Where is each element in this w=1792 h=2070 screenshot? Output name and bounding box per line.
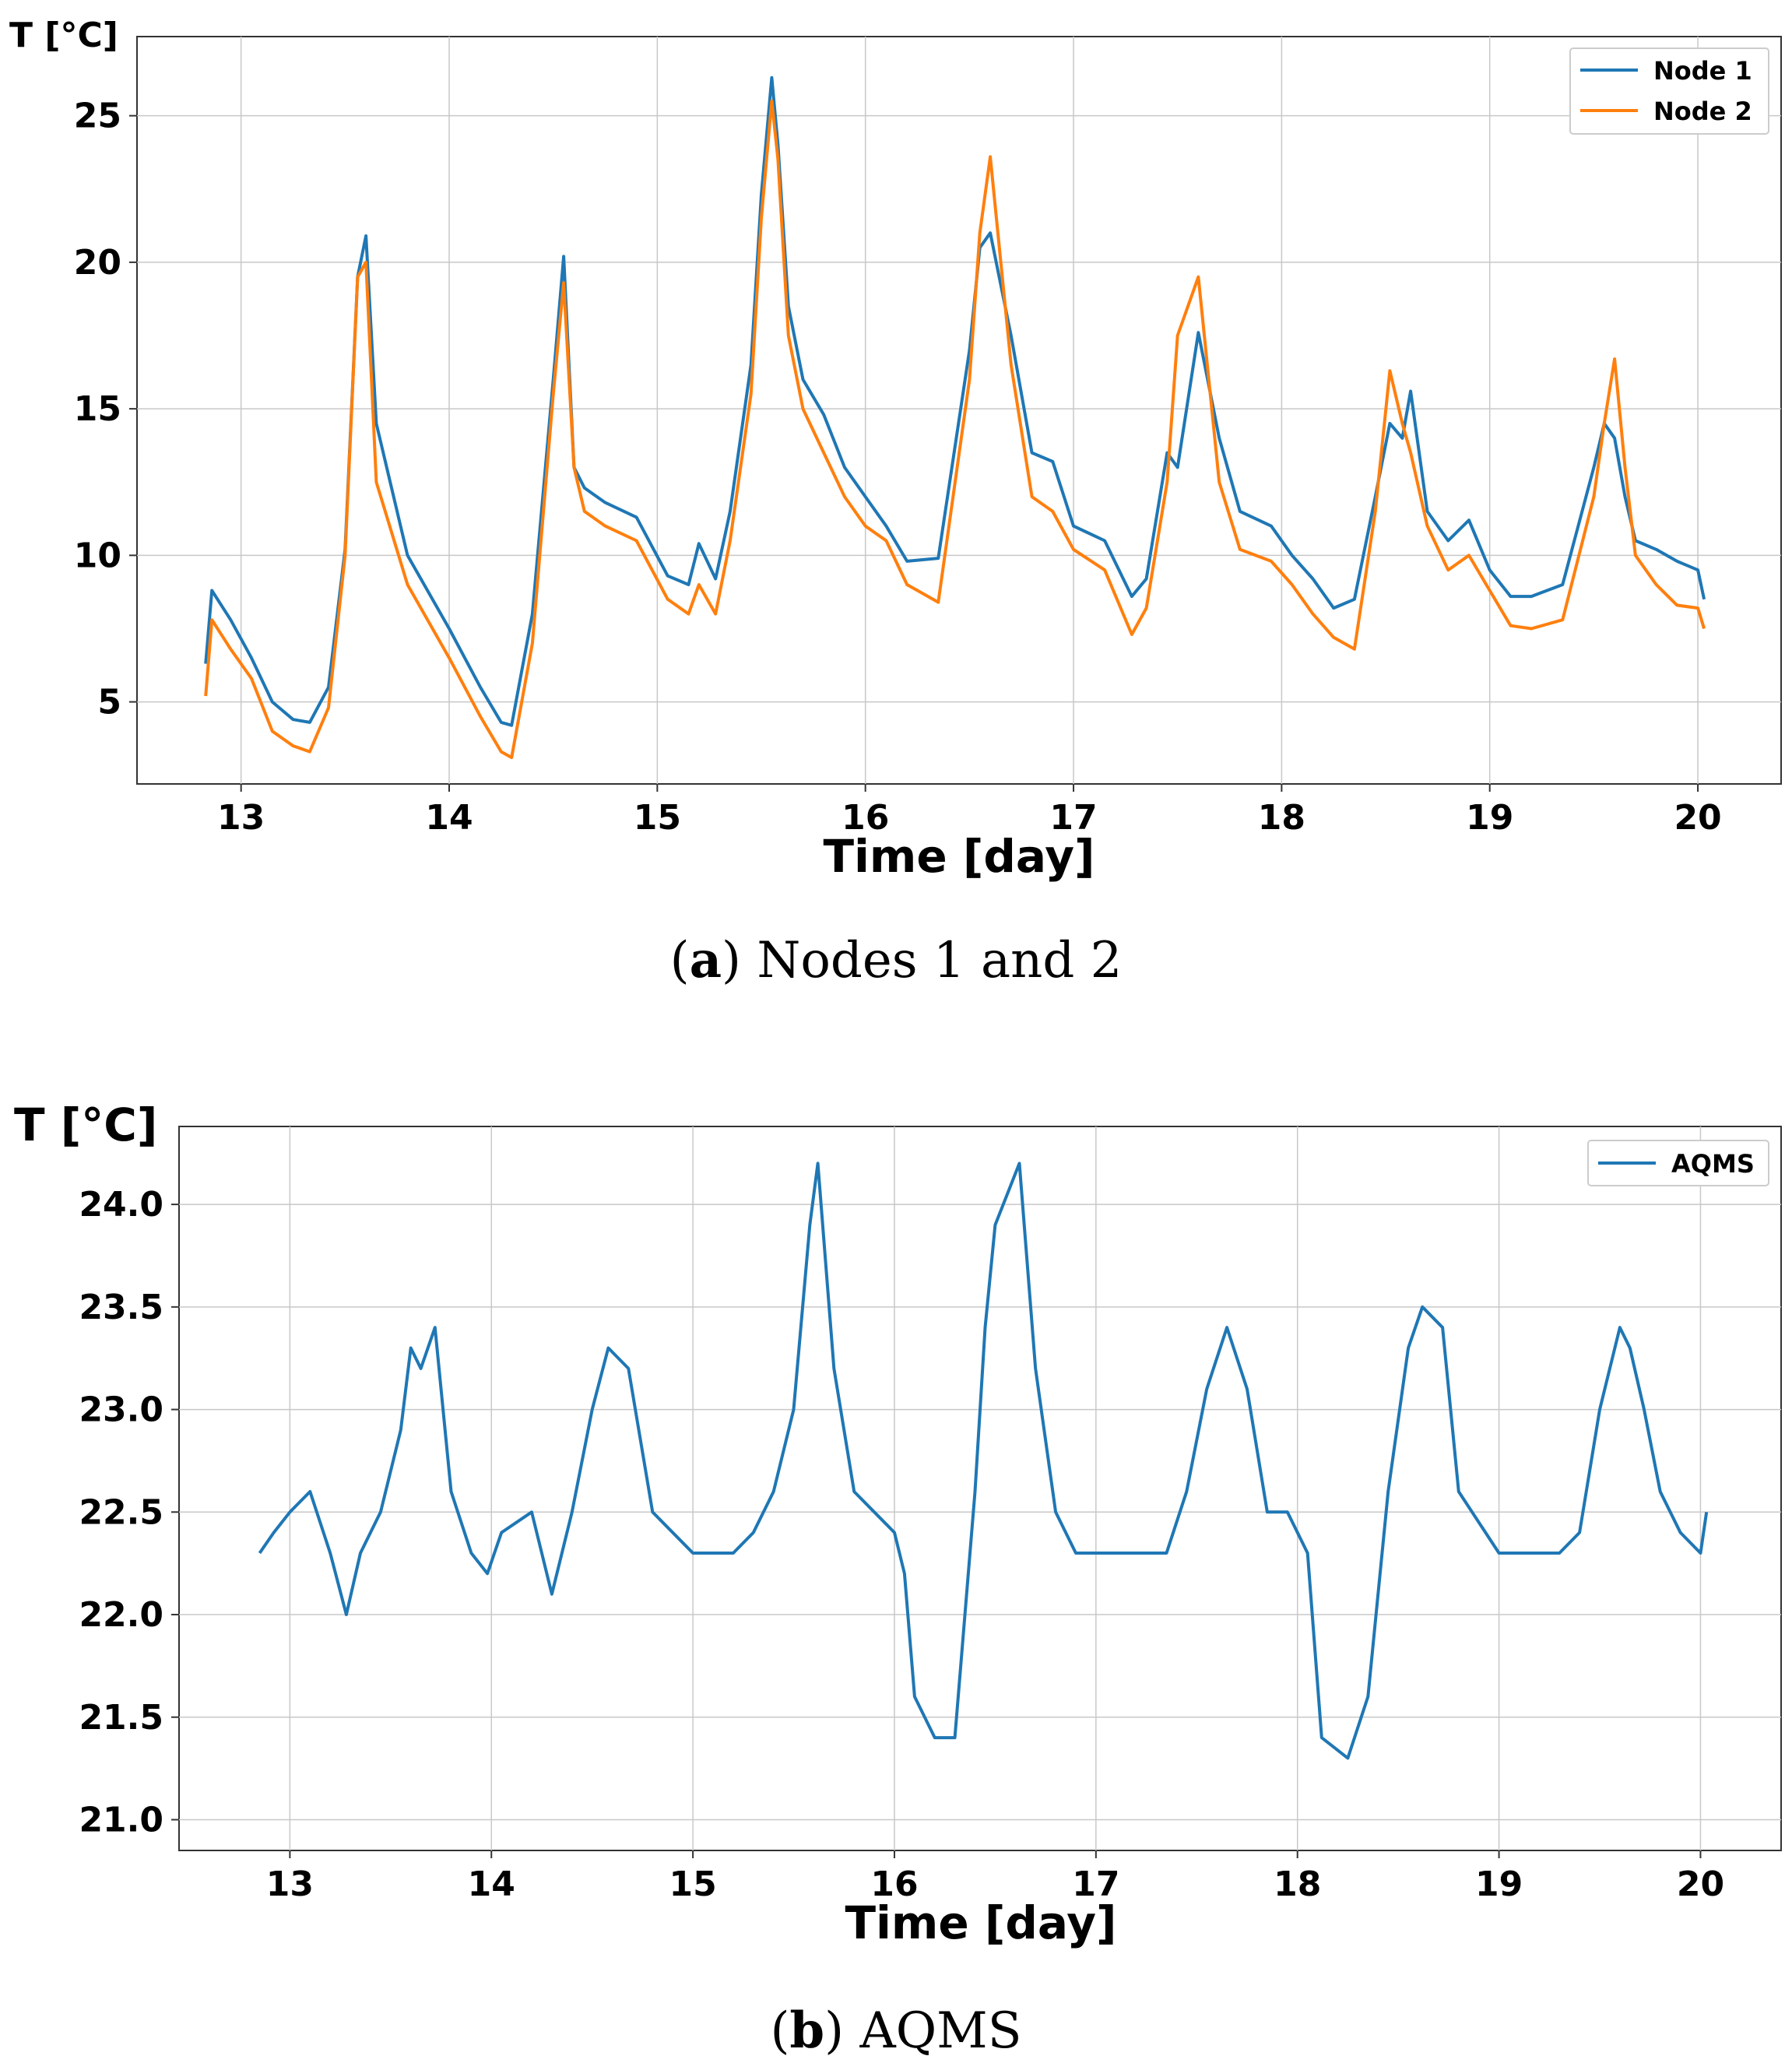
xtick-label-b-14: 14 — [468, 1864, 515, 1904]
xtick-label-a-20: 20 — [1674, 798, 1721, 838]
legend-node2-label: Node 2 — [1653, 97, 1752, 126]
ytick-label-b-0: 21.0 — [79, 1800, 163, 1840]
ytick-label-b-1: 21.5 — [79, 1698, 163, 1738]
xtick-label-a-14: 14 — [425, 798, 473, 838]
grid-a — [137, 37, 1781, 784]
legend-a: Node 1 Node 2 — [1569, 47, 1769, 135]
lines-b — [258, 1162, 1709, 1760]
xtick-label-a-16: 16 — [842, 798, 889, 838]
series-line-node-2 — [204, 99, 1706, 760]
ylabel-b: T [°C] — [14, 1098, 157, 1151]
caption-a-text: Nodes 1 and 2 — [757, 932, 1122, 989]
xtick-label-b-19: 19 — [1475, 1864, 1523, 1904]
ytick-label-a-4: 25 — [74, 97, 121, 136]
ytick-label-b-4: 23.0 — [79, 1390, 163, 1430]
xtick-label-b-16: 16 — [870, 1864, 918, 1904]
ytick-label-b-3: 22.5 — [79, 1492, 163, 1532]
xtick-label-a-15: 15 — [634, 798, 681, 838]
caption-b: (b) AQMS — [770, 2001, 1021, 2060]
legend-b: AQMS — [1587, 1140, 1769, 1186]
xticks-a: 13 14 15 16 17 18 19 20 — [217, 784, 1722, 838]
xtick-label-a-18: 18 — [1258, 798, 1305, 838]
xtick-label-a-13: 13 — [217, 798, 265, 838]
xtick-label-b-15: 15 — [669, 1864, 716, 1904]
legend-b-box — [1587, 1140, 1769, 1186]
lines-a — [204, 76, 1706, 760]
caption-b-label: b — [789, 2001, 824, 2060]
xlabel-b: Time [day] — [845, 1896, 1116, 1949]
panel-a: 13 14 15 16 17 18 19 20 5 10 15 20 25 T [°C] Time [… — [9, 16, 1782, 989]
ytick-label-a-3: 20 — [74, 243, 121, 283]
ylabel-a: T [°C] — [9, 16, 118, 55]
caption-b-text: AQMS — [859, 2002, 1021, 2060]
xlabel-a: Time [day] — [823, 830, 1095, 883]
ytick-label-b-2: 22.0 — [79, 1595, 163, 1635]
yticks-a: 5 10 15 20 25 — [74, 97, 137, 722]
plot-b-frame — [178, 1126, 1782, 1851]
ytick-label-a-1: 10 — [74, 536, 121, 575]
grid-b — [179, 1126, 1781, 1850]
legend-aqms-label: AQMS — [1671, 1149, 1755, 1179]
xtick-label-b-13: 13 — [266, 1864, 314, 1904]
xtick-label-a-19: 19 — [1466, 798, 1513, 838]
ytick-label-b-6: 24.0 — [79, 1185, 163, 1225]
series-line-aqms — [258, 1162, 1709, 1760]
ytick-label-b-5: 23.5 — [79, 1288, 163, 1327]
xtick-label-a-17: 17 — [1049, 798, 1097, 838]
ytick-label-a-2: 15 — [74, 389, 121, 429]
series-line-node-1 — [204, 76, 1706, 727]
xticks-b: 13 14 15 16 17 18 19 20 — [266, 1850, 1724, 1904]
xtick-label-b-20: 20 — [1677, 1864, 1724, 1904]
panel-b: 13 14 15 16 17 18 19 20 21.0 21.5 22.0 22.5 23.0 23.… — [14, 1098, 1782, 2060]
caption-a: (a) Nodes 1 and 2 — [670, 931, 1123, 989]
plot-a-frame — [136, 36, 1782, 785]
yticks-b: 21.0 21.5 22.0 22.5 23.0 23.5 24.0 — [79, 1185, 179, 1840]
xtick-label-b-18: 18 — [1274, 1864, 1321, 1904]
caption-a-label: a — [690, 931, 722, 989]
legend-node1-label: Node 1 — [1653, 56, 1752, 86]
ytick-label-a-0: 5 — [97, 683, 121, 722]
xtick-label-b-17: 17 — [1072, 1864, 1119, 1904]
